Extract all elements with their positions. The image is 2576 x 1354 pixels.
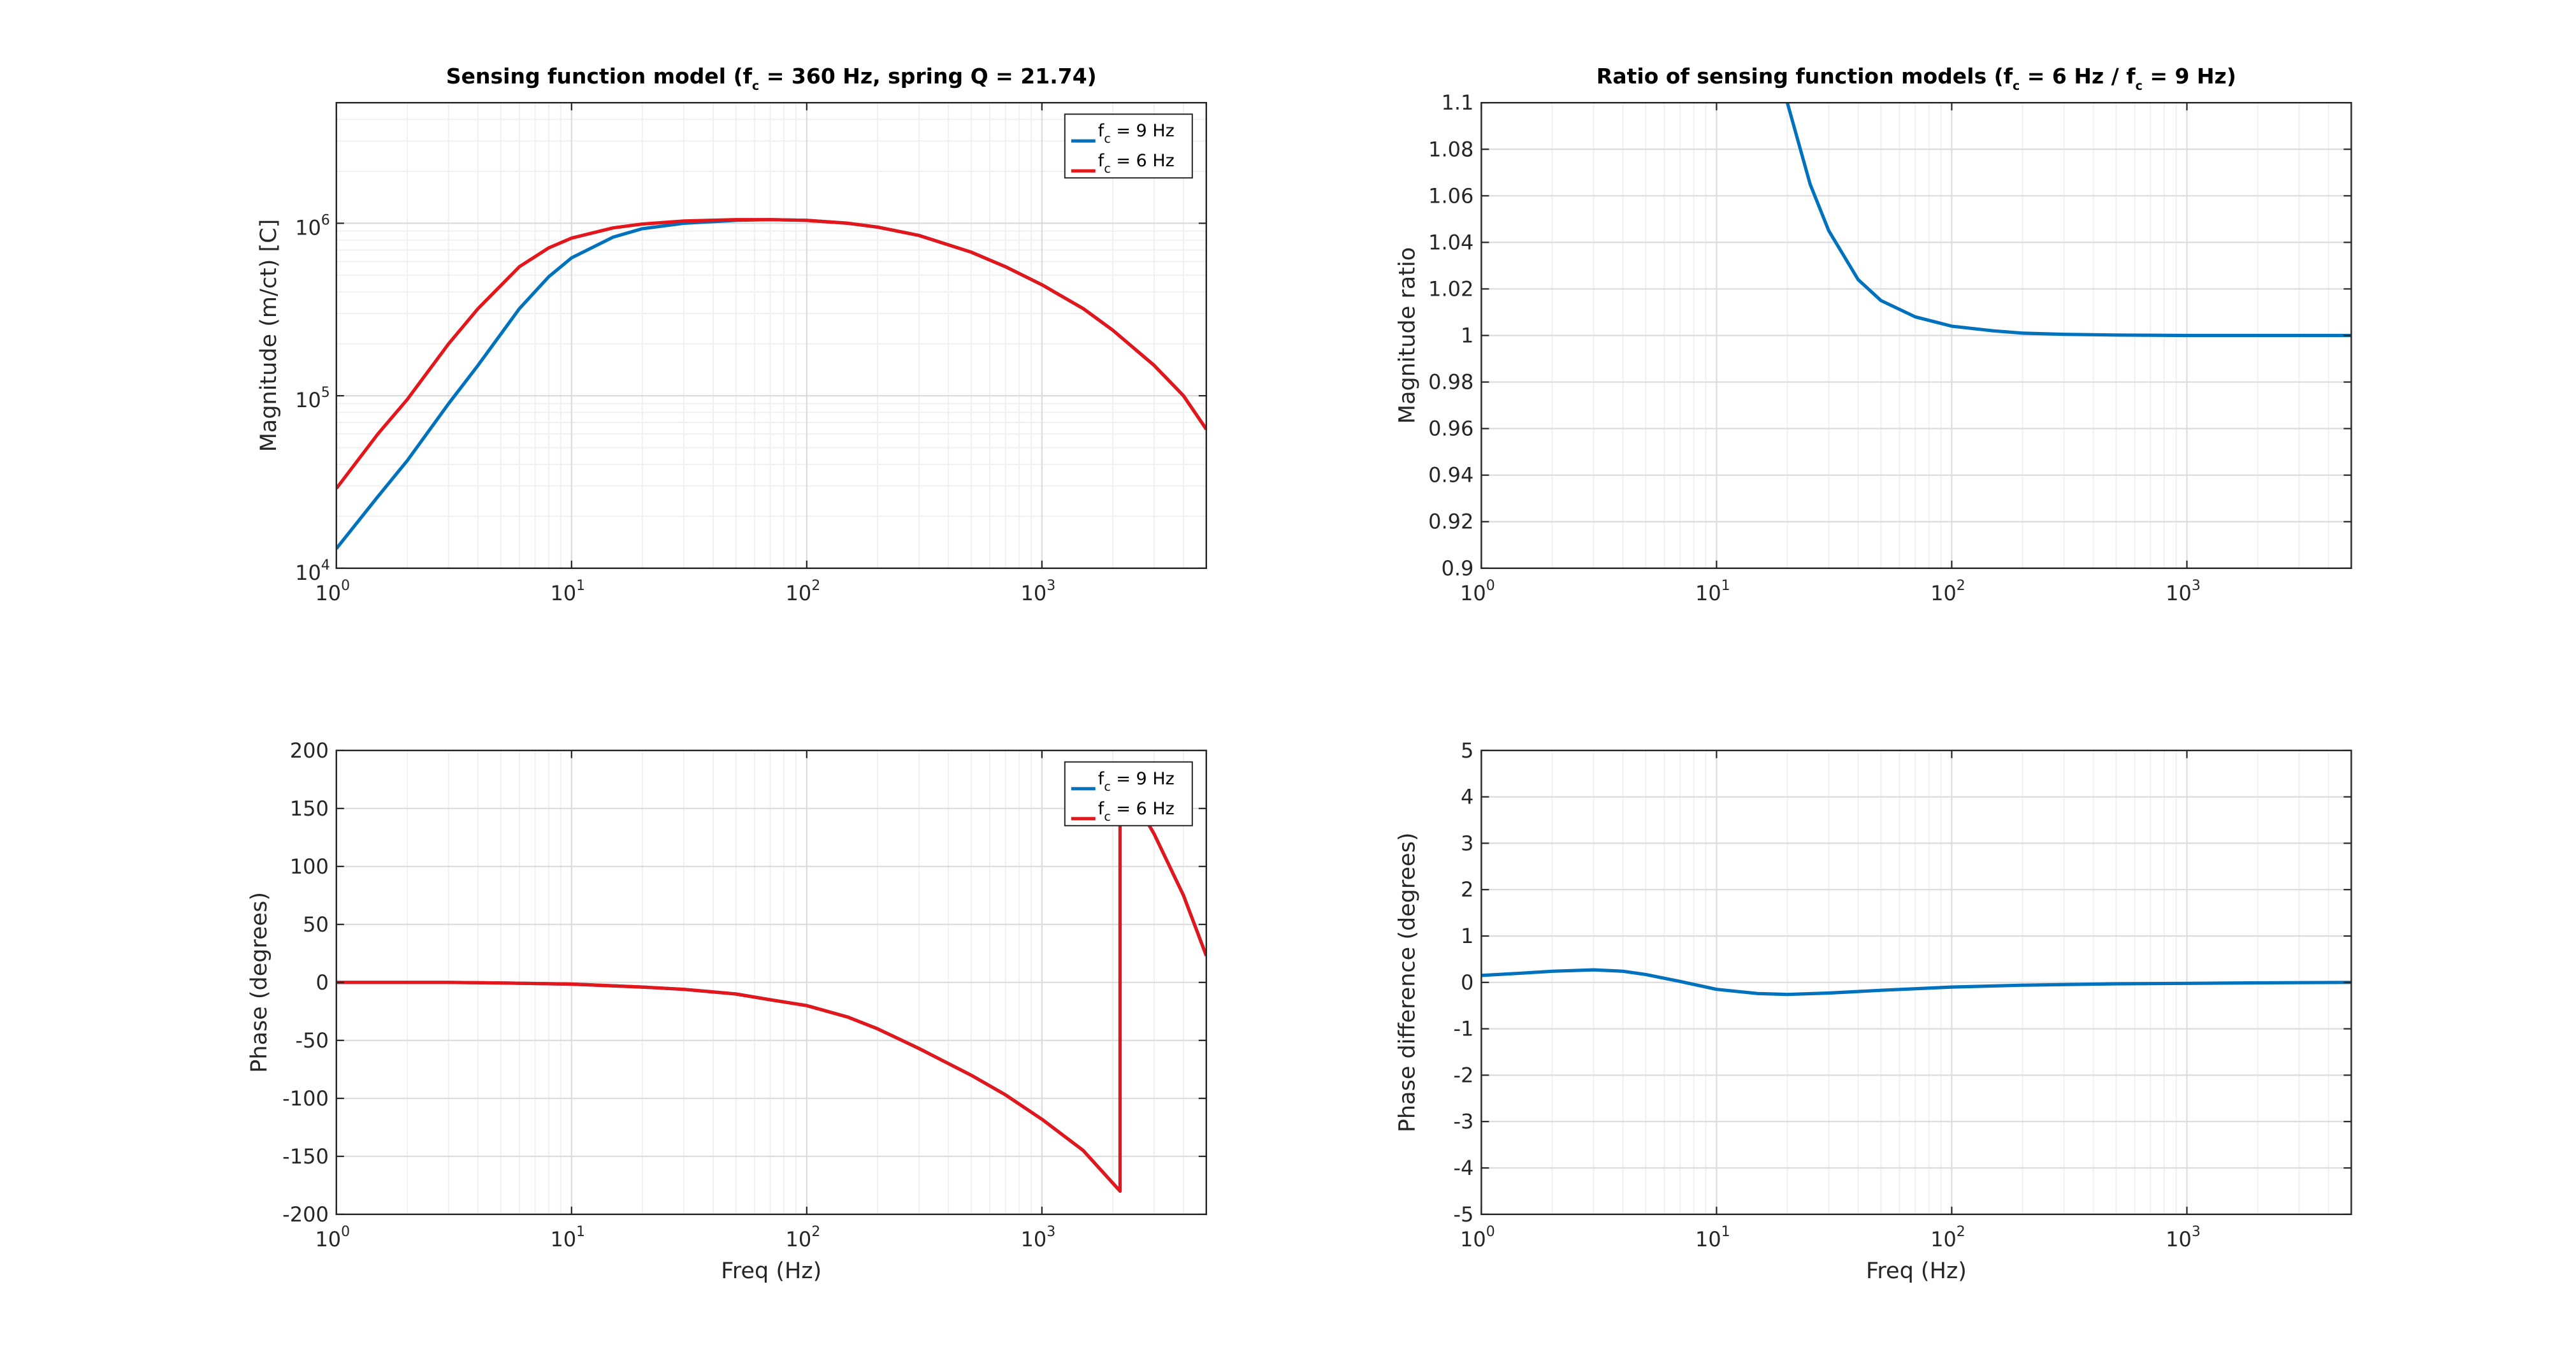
x-tick-label: 101: [550, 1224, 585, 1251]
x-axis-label: Freq (Hz): [1866, 1258, 1967, 1284]
y-tick-label: 150: [290, 796, 329, 821]
chart-phasediff: 100 101 102 103 -5 -4 -3 -2 -1 0 1 2 3 4 5 Phase differ…: [1394, 738, 2352, 1284]
y-tick-label: 1: [1461, 324, 1473, 348]
y-tick-label: -3: [1453, 1109, 1473, 1134]
y-tick-label: 100: [290, 854, 329, 879]
series-line-2: [336, 218, 1206, 490]
y-tick-label: -4: [1453, 1156, 1473, 1180]
y-tick-label: 0.98: [1428, 370, 1473, 394]
x-tick-label: 103: [1021, 578, 1056, 605]
x-tick-label: 102: [1930, 1224, 1965, 1251]
x-tick-label: 101: [1695, 1224, 1730, 1251]
y-tick-label: 200: [290, 738, 329, 763]
series-line-1: [1785, 103, 2352, 338]
x-tick-label: 101: [550, 578, 585, 605]
y-tick-label: 1.08: [1428, 137, 1473, 161]
chart-title: Sensing function model (fc = 360 Hz, spr…: [446, 64, 1097, 93]
plot-area: [336, 103, 1206, 568]
y-tick-label: 1.1: [1442, 90, 1474, 115]
y-tick-label: 0.94: [1428, 463, 1473, 487]
y-tick-label: -150: [282, 1144, 329, 1169]
y-tick-label: 1.02: [1428, 277, 1473, 301]
y-axis-label: Magnitude ratio: [1394, 247, 1420, 424]
x-tick-label: 103: [1021, 1224, 1056, 1251]
y-tick-label: 5: [1461, 738, 1473, 763]
x-tick-label: 102: [785, 578, 820, 605]
x-axis-label: Freq (Hz): [721, 1258, 821, 1284]
y-tick-label: -2: [1453, 1063, 1473, 1087]
chart-ratio: 100 101 102 103 0.9 0.92 0.94 0.96 0.98 1 1.02 1.04…: [1394, 64, 2352, 605]
legend-box: [1064, 761, 1193, 826]
x-tick-label: 100: [1460, 578, 1495, 605]
series-line-1: [1481, 968, 2352, 997]
x-tick-label: 100: [315, 1224, 350, 1251]
x-tick-label: 102: [1930, 578, 1965, 605]
y-tick-label: 0: [315, 970, 328, 995]
y-tick-label: -100: [282, 1086, 329, 1111]
y-tick-label: 1: [1461, 924, 1473, 948]
x-tick-label: 100: [1460, 1224, 1495, 1251]
y-axis-label: Magnitude (m/ct) [C]: [256, 219, 282, 452]
series-group: [1481, 968, 2352, 997]
y-tick-label: 4: [1461, 785, 1473, 809]
series-group: [1785, 103, 2352, 338]
y-tick-label: 3: [1461, 831, 1473, 855]
y-tick-label: -50: [296, 1028, 329, 1053]
legend-label-1: fc = 9 Hz: [1098, 769, 1175, 794]
x-tick-label: 103: [2166, 1224, 2201, 1251]
legend-label-2: fc = 6 Hz: [1098, 799, 1175, 824]
y-tick-label: -1: [1453, 1017, 1473, 1041]
y-tick-label: -5: [1453, 1202, 1473, 1227]
legend: fc = 9 Hz fc = 6 Hz: [1064, 761, 1193, 826]
y-tick-label: 0.9: [1442, 556, 1474, 580]
y-tick-label: 1.04: [1428, 230, 1473, 254]
y-tick-label: 0: [1461, 970, 1473, 995]
legend-box: [1064, 113, 1193, 179]
y-tick-label: 106: [295, 212, 330, 240]
y-axis-label: Phase difference (degrees): [1394, 832, 1420, 1132]
axes-box: [335, 101, 1207, 569]
y-tick-label: 50: [303, 912, 329, 937]
y-tick-label: 1.06: [1428, 184, 1473, 208]
x-tick-label: 100: [315, 578, 350, 605]
y-tick-label: 0.92: [1428, 510, 1473, 534]
y-tick-label: 2: [1461, 877, 1473, 902]
x-tick-label: 103: [2166, 578, 2201, 605]
y-tick-label: 104: [295, 558, 330, 585]
legend: fc = 9 Hz fc = 6 Hz: [1064, 113, 1193, 179]
y-tick-label: -200: [282, 1202, 329, 1227]
x-tick-label: 101: [1695, 578, 1730, 605]
chart-phase: 100 101 102 103 -200 -150 -100 -50 0 50 100 150 200 P…: [247, 738, 1207, 1284]
series-group: [336, 218, 1206, 550]
legend-label-1: fc = 9 Hz: [1098, 121, 1175, 146]
x-tick-label: 102: [785, 1224, 820, 1251]
legend-label-2: fc = 6 Hz: [1098, 151, 1175, 176]
y-tick-label: 105: [295, 385, 330, 412]
chart-title: Ratio of sensing function models (fc = 6…: [1596, 64, 2236, 93]
y-tick-label: 0.96: [1428, 417, 1473, 441]
chart-mag: 100 101 102 103 104 105 106 Magnitude (m/ct) [C…: [256, 64, 1207, 605]
y-axis-label: Phase (degrees): [247, 892, 272, 1073]
